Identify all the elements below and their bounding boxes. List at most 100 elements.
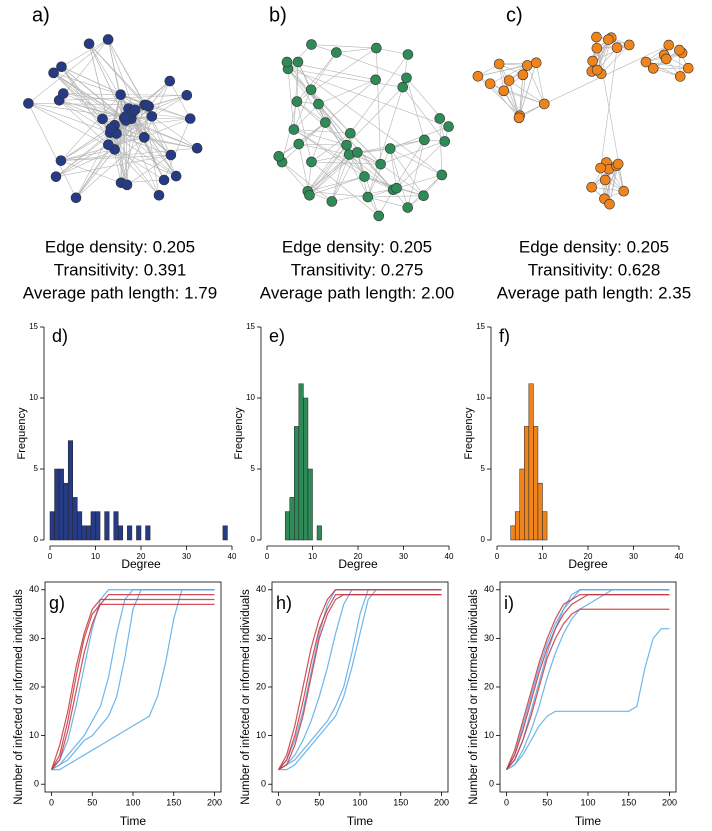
edge [293, 62, 299, 130]
bar [136, 525, 142, 541]
node [418, 190, 429, 201]
x-axis-label: Degree [338, 557, 378, 571]
node [401, 72, 412, 84]
x-tick-label: 20 [137, 552, 146, 561]
edge [88, 43, 148, 106]
node [603, 34, 614, 45]
node [170, 170, 182, 182]
series-line [505, 594, 670, 770]
edge [58, 100, 109, 145]
edge [61, 66, 115, 150]
x-tick-label: 150 [166, 797, 181, 807]
edge [61, 66, 127, 121]
edge [357, 148, 391, 153]
edge [390, 148, 442, 176]
node [305, 84, 317, 96]
bar [63, 482, 69, 541]
x-axis-label: Degree [121, 557, 161, 571]
node [419, 134, 430, 146]
x-tick-label: 100 [580, 797, 595, 807]
edge [88, 43, 127, 121]
node [306, 39, 317, 50]
edge [309, 154, 350, 196]
bar [303, 397, 309, 541]
node [402, 49, 414, 60]
node [371, 42, 382, 54]
edge [110, 118, 191, 129]
edge [107, 39, 145, 138]
node [587, 55, 598, 67]
bar [95, 511, 101, 541]
bar [519, 468, 525, 541]
edge [396, 141, 445, 189]
y-tick-label: 5 [251, 464, 256, 473]
y-tick-label: 10 [246, 393, 255, 402]
node [591, 64, 603, 76]
edge [132, 111, 177, 177]
bar [81, 525, 87, 541]
edge [60, 154, 171, 161]
node [164, 75, 176, 87]
network-stat: Transitivity: 0.391 [54, 260, 187, 279]
panel-label: b) [269, 4, 287, 26]
edge [114, 149, 160, 196]
edge [287, 68, 295, 130]
plot-frame [44, 581, 222, 793]
node [530, 57, 542, 69]
node [591, 31, 602, 43]
network-stat: Edge density: 0.205 [45, 237, 195, 256]
edge [396, 174, 442, 189]
node [397, 81, 409, 93]
edge [287, 68, 326, 123]
x-tick-label: 0 [495, 552, 500, 561]
edge [346, 86, 403, 146]
x-tick-label: 30 [629, 552, 638, 561]
bar [510, 525, 516, 541]
edge [296, 101, 326, 123]
panel-label: c) [506, 4, 523, 26]
node [484, 78, 496, 90]
edge [169, 80, 191, 119]
edge [60, 147, 198, 161]
edge [281, 161, 309, 192]
bar [316, 525, 322, 541]
node [472, 70, 484, 82]
edges [477, 36, 689, 205]
node [70, 192, 82, 204]
node [331, 47, 342, 58]
edge [307, 144, 347, 192]
node [647, 63, 659, 74]
edge [287, 68, 403, 88]
edge [350, 133, 381, 165]
y-tick-label: 5 [481, 464, 486, 473]
bar [524, 426, 530, 541]
edge [389, 148, 397, 189]
y-tick-label: 20 [256, 681, 266, 691]
node [181, 89, 193, 101]
edge [402, 86, 445, 142]
edge [28, 103, 115, 150]
edge [296, 52, 337, 102]
node [121, 179, 133, 191]
x-axis-label: Time [575, 814, 602, 828]
node [612, 158, 624, 170]
node [50, 171, 62, 182]
edge [60, 160, 122, 184]
edge [318, 79, 376, 105]
node [158, 174, 170, 186]
bar [127, 525, 133, 541]
edge [503, 90, 545, 105]
edge [349, 154, 394, 191]
bar [307, 468, 313, 541]
edge [287, 68, 449, 127]
y-tick-label: 30 [484, 633, 494, 643]
y-tick-label: 40 [29, 584, 39, 594]
x-tick-label: 30 [399, 552, 408, 561]
x-tick-label: 200 [662, 797, 677, 807]
bar [67, 440, 73, 541]
node [292, 56, 304, 68]
edge [131, 94, 187, 119]
series-line [278, 594, 442, 771]
edge [278, 122, 326, 157]
node [599, 174, 611, 186]
